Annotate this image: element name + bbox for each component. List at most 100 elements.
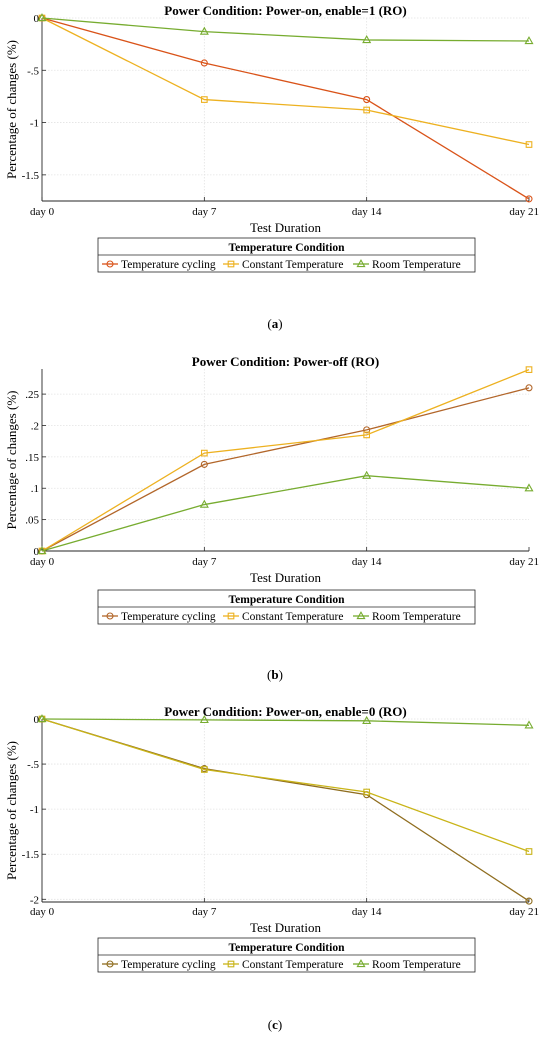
data-point [362,470,372,479]
legend-marker [356,959,366,968]
legend: Temperature Condition Temperature cycling… [97,937,476,973]
x-tick-label: day 7 [192,556,217,568]
x-axis-label: Test Duration [250,220,321,235]
y-tick-label: .2 [31,420,39,432]
data-point [525,384,533,392]
legend: Temperature Condition Temperature cycling… [97,237,476,273]
series-line [41,369,530,552]
data-point [524,720,534,729]
x-tick-label: day 7 [192,906,217,918]
data-point [200,96,208,103]
legend-marker [106,612,114,620]
legend-entry: Temperature cycling [121,259,216,271]
x-tick-label: day 14 [352,906,382,918]
legend-title: Temperature Condition [229,594,346,606]
series-line [41,718,530,726]
data-point [199,714,209,724]
legend-marker [227,260,235,268]
x-tick-label: day 14 [352,206,382,218]
y-tick-label: 0 [34,546,40,558]
data-point [363,96,371,104]
legend-entry: Temperature cycling [121,959,216,971]
x-tick-label: day 0 [30,556,55,568]
chart-title: Power Condition: Power-on, enable=1 (RO) [164,3,406,18]
series-line [41,718,530,853]
y-tick-label: 0 [34,13,40,25]
data-point [524,36,534,45]
data-point [525,366,533,373]
y-tick-label: .25 [25,389,39,401]
data-point [199,499,209,508]
series-temperature-cycling [38,14,533,203]
data-point [363,426,371,434]
legend-marker [227,612,235,620]
series-temperature-cycling [38,715,533,905]
legend-marker [356,259,366,268]
y-tick-label: -.5 [27,759,39,771]
series-room-temperature [37,470,534,555]
x-tick-label: day 7 [192,206,217,218]
legend-title: Temperature Condition [229,942,346,954]
series-line [41,475,530,552]
data-point [362,35,372,44]
legend-marker [227,960,235,968]
series-constant-temperature [38,715,533,855]
y-tick-label: -.5 [27,65,39,77]
data-point [363,788,371,796]
data-point [363,106,371,114]
y-axis-label: Percentage of changes (%) [4,40,19,179]
y-tick-label: -2 [30,894,39,906]
data-point [37,714,47,723]
data-point [525,195,533,203]
data-point [37,13,47,22]
y-axis-label: Percentage of changes (%) [4,391,19,530]
series-room-temperature [37,714,534,729]
data-point [37,546,47,555]
legend-entry: Room Temperature [372,959,461,971]
legend-marker [106,260,114,268]
chart-title: Power Condition: Power-off (RO) [192,354,379,369]
series-line [41,17,530,146]
data-point [200,59,208,67]
x-tick-label: day 0 [30,906,55,918]
y-tick-label: .15 [25,452,39,464]
series-room-temperature [37,13,534,45]
data-point [200,460,208,468]
data-point [524,483,534,492]
data-point [200,766,208,773]
series-temperature-cycling [38,384,533,555]
y-tick-label: -1 [30,118,39,130]
panel-label: (a) [267,316,282,331]
x-axis-label: Test Duration [250,920,321,935]
legend-title: Temperature Condition [229,242,346,254]
data-point [525,141,533,148]
x-tick-label: day 21 [509,556,539,568]
data-point [525,848,533,855]
data-point [200,449,208,457]
chart-panel-b: 0 .05 .1 .15 .2 .25 day 0 day 7 day 14 day 21 Powe… [4,354,539,682]
legend-entry: Room Temperature [372,259,461,271]
x-axis-label: Test Duration [250,570,321,585]
data-point [199,26,209,35]
legend-entry: Constant Temperature [242,959,344,971]
x-tick-label: day 14 [352,556,382,568]
x-tick-label: day 21 [509,906,539,918]
chart-title: Power Condition: Power-on, enable=0 (RO) [164,704,406,719]
data-point [363,431,371,439]
legend-entry: Constant Temperature [242,611,344,623]
chart-panel-a: 0 -.5 -1 -1.5 day 0 day 7 day 14 day 21 Power Co… [4,3,539,331]
series-constant-temperature [38,366,533,555]
panel-label: (c) [268,1017,282,1032]
legend-entry: Constant Temperature [242,259,344,271]
series-line [41,718,530,902]
y-tick-label: .05 [25,515,39,527]
data-point [525,897,533,905]
y-tick-label: -1.5 [22,849,40,861]
data-point [362,715,372,724]
legend-entry: Room Temperature [372,611,461,623]
x-tick-label: day 0 [30,206,55,218]
series-line [41,17,530,200]
legend: Temperature Condition Temperature cycling… [97,589,476,625]
